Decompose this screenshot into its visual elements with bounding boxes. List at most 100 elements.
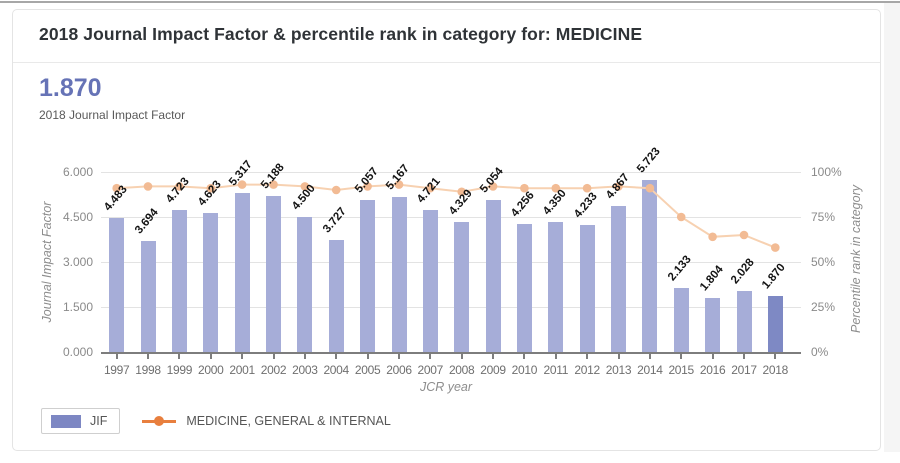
- percentile-marker-2008[interactable]: [457, 187, 467, 197]
- x-axis-tick: [241, 354, 244, 359]
- right-axis-tick-label: 50%: [811, 255, 836, 269]
- x-axis-tick: [272, 354, 275, 359]
- bar-2000[interactable]: [203, 213, 219, 352]
- line-marker-icon: [142, 416, 177, 426]
- percentile-marker-2017[interactable]: [739, 230, 749, 240]
- percentile-marker-2001[interactable]: [237, 180, 247, 189]
- bar-2008[interactable]: [454, 222, 470, 352]
- percentile-marker-2005[interactable]: [363, 182, 372, 191]
- top-divider: [0, 1, 900, 3]
- x-axis-tick: [303, 354, 306, 359]
- percentile-marker-2003[interactable]: [300, 182, 310, 191]
- page-title: 2018 Journal Impact Factor & percentile …: [39, 24, 643, 44]
- x-tick-label-2018: 2018: [762, 363, 789, 377]
- bar-2011[interactable]: [548, 221, 564, 352]
- bar-2007[interactable]: [422, 210, 438, 352]
- bar-2006[interactable]: [391, 197, 407, 352]
- jif-2018-value: 1.870: [39, 74, 102, 102]
- x-tick-label-2009: 2009: [480, 363, 506, 377]
- x-axis-tick: [335, 354, 338, 359]
- percentile-marker-2013[interactable]: [614, 182, 623, 191]
- percentile-marker-2015[interactable]: [676, 212, 686, 222]
- chart-legend: JIF MEDICINE, GENERAL & INTERNAL: [41, 408, 391, 434]
- x-tick-label-2017: 2017: [731, 363, 757, 377]
- x-axis-tick: [774, 354, 777, 359]
- bar-2017[interactable]: [736, 291, 752, 352]
- bar-1998[interactable]: [140, 241, 156, 352]
- percentile-marker-2014[interactable]: [645, 183, 655, 193]
- x-tick-label-2010: 2010: [511, 363, 538, 377]
- x-axis-tick: [554, 354, 557, 359]
- bar-2003[interactable]: [297, 217, 313, 352]
- percentile-marker-2007[interactable]: [426, 183, 435, 193]
- jif-trend-chart: Journal Impact Factor Percentile rank in…: [13, 136, 878, 398]
- x-axis-tick: [648, 354, 651, 359]
- jif-bar-swatch-icon: [51, 414, 81, 428]
- percentile-marker-2018[interactable]: [771, 243, 780, 252]
- bar-2014[interactable]: [642, 180, 658, 352]
- percentile-marker-2016[interactable]: [708, 232, 717, 242]
- bar-2001[interactable]: [234, 192, 250, 352]
- x-tick-label-2015: 2015: [668, 363, 694, 377]
- x-tick-label-2002: 2002: [260, 363, 287, 377]
- percentile-marker-2012[interactable]: [582, 183, 592, 193]
- x-axis-tick: [115, 354, 118, 359]
- gridline: [101, 172, 801, 173]
- bar-2013[interactable]: [611, 206, 626, 352]
- bar-2015[interactable]: [673, 288, 689, 352]
- x-axis-tick: [586, 354, 589, 359]
- x-tick-label-2013: 2013: [605, 363, 632, 377]
- bar-1997[interactable]: [109, 217, 125, 352]
- bar-2010[interactable]: [516, 224, 532, 352]
- gridline: [101, 352, 801, 354]
- legend-jif-label: JIF: [90, 414, 108, 428]
- left-axis-tick-label: 4.500: [62, 210, 93, 224]
- right-axis-tick-label: 75%: [811, 210, 836, 224]
- bar-2012[interactable]: [579, 225, 595, 352]
- bar-2004[interactable]: [328, 240, 344, 352]
- x-tick-label-2003: 2003: [292, 363, 318, 377]
- percentile-marker-2006[interactable]: [394, 180, 404, 189]
- percentile-marker-1999[interactable]: [175, 182, 184, 191]
- bar-2018[interactable]: [767, 295, 783, 352]
- x-axis-tick: [617, 354, 620, 359]
- percentile-marker-1997[interactable]: [112, 183, 121, 193]
- percentile-line: [116, 183, 776, 249]
- bar-2002[interactable]: [266, 196, 281, 352]
- x-tick-label-2001: 2001: [229, 363, 255, 377]
- legend-item-jif[interactable]: JIF: [41, 408, 121, 434]
- x-tick-label-2012: 2012: [574, 363, 600, 377]
- percentile-marker-2010[interactable]: [520, 183, 529, 193]
- x-axis-tick: [711, 354, 714, 359]
- percentile-marker-2004[interactable]: [331, 185, 341, 195]
- bar-2005[interactable]: [360, 200, 376, 352]
- x-tick-label-1998: 1998: [135, 363, 161, 377]
- x-tick-label-2011: 2011: [543, 363, 569, 377]
- bar-2016[interactable]: [705, 297, 721, 352]
- legend-item-category[interactable]: MEDICINE, GENERAL & INTERNAL: [142, 414, 391, 428]
- percentile-marker-2000[interactable]: [206, 183, 216, 193]
- x-tick-label-2006: 2006: [386, 363, 412, 377]
- x-tick-label-2014: 2014: [637, 363, 663, 377]
- percentile-marker-1998[interactable]: [143, 182, 153, 191]
- right-axis-tick-label: 25%: [811, 300, 836, 314]
- x-axis-tick: [366, 354, 369, 359]
- bar-2009[interactable]: [485, 200, 501, 352]
- right-axis-tick-label: 100%: [811, 165, 842, 179]
- percentile-marker-2011[interactable]: [551, 183, 561, 193]
- percentile-line-series: [112, 180, 780, 252]
- bar-1999[interactable]: [171, 210, 187, 352]
- percentile-marker-2009[interactable]: [488, 182, 498, 191]
- x-axis-tick: [398, 354, 400, 359]
- left-axis-tick-label: 6.000: [62, 165, 93, 179]
- x-tick-label-2005: 2005: [354, 363, 381, 377]
- legend-category-label: MEDICINE, GENERAL & INTERNAL: [186, 414, 391, 428]
- x-tick-label-2000: 2000: [198, 363, 224, 377]
- percentile-marker-2002[interactable]: [269, 180, 278, 189]
- x-tick-label-2004: 2004: [323, 363, 349, 377]
- x-axis-tick: [209, 354, 212, 359]
- left-axis-tick-label: 0.000: [62, 345, 93, 359]
- x-axis-tick: [460, 354, 463, 359]
- card-header: 2018 Journal Impact Factor & percentile …: [13, 10, 880, 63]
